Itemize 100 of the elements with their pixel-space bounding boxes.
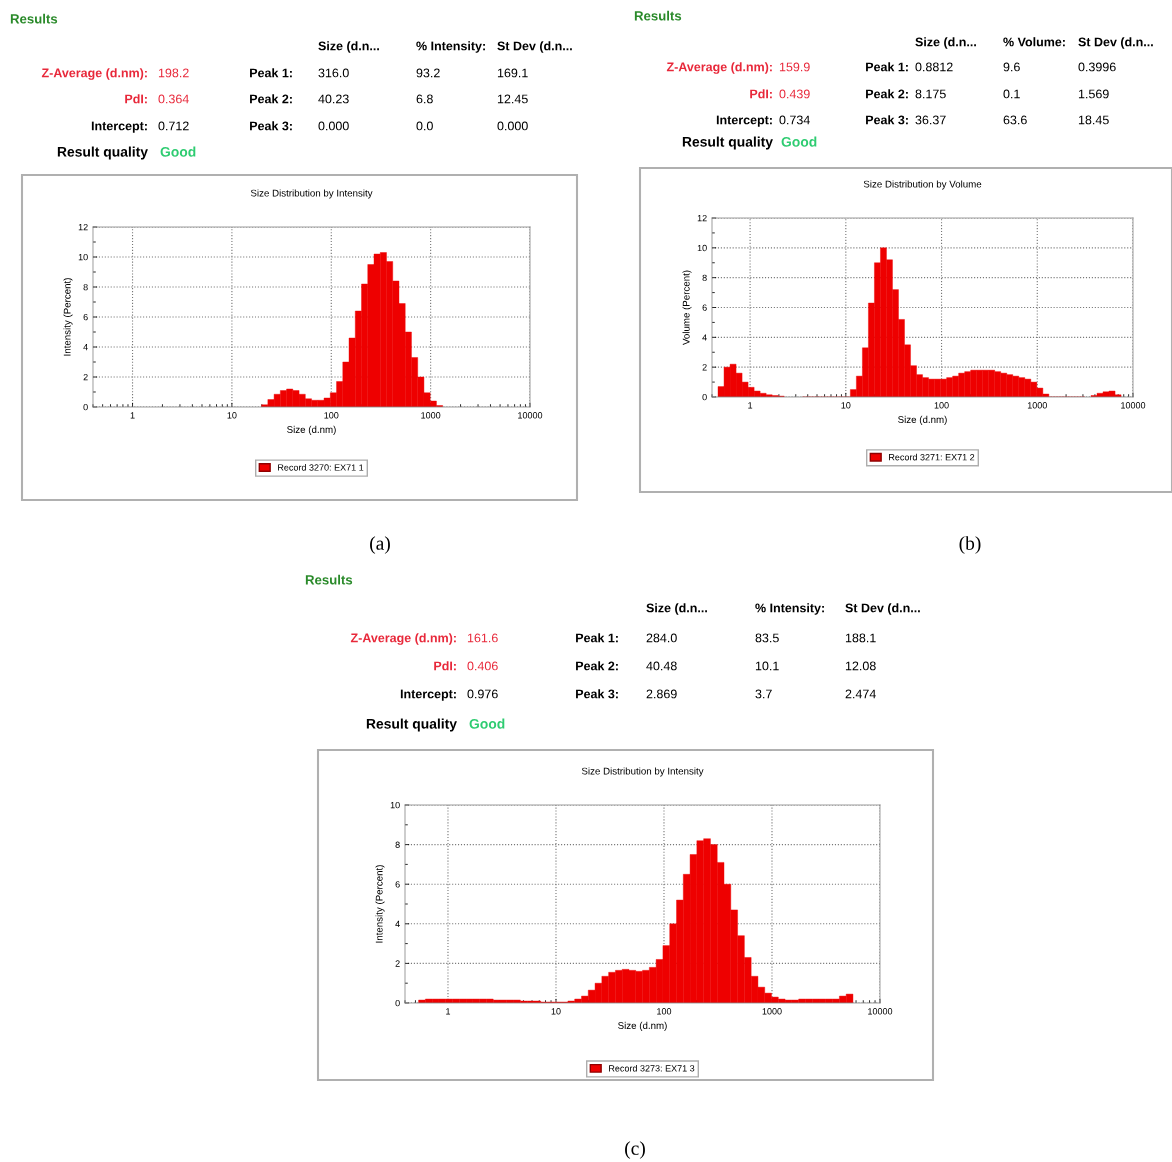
y-tick-label: 10 bbox=[78, 253, 88, 261]
text: 0.3996 bbox=[1078, 62, 1116, 72]
text: Good bbox=[160, 146, 196, 157]
text: 284.0 bbox=[646, 633, 677, 643]
y-tick-label: 10 bbox=[697, 244, 707, 252]
x-tick-label: 10000 bbox=[868, 1008, 893, 1015]
text: 18.45 bbox=[1078, 115, 1109, 125]
text: Size (d.n... bbox=[646, 603, 707, 615]
chart-title: Size Distribution by Intensity bbox=[581, 767, 704, 777]
text: 9.6 bbox=[1003, 62, 1020, 72]
x-tick-label: 100 bbox=[657, 1008, 672, 1015]
text: Intercept: bbox=[716, 115, 772, 127]
y-tick-label: 6 bbox=[702, 304, 707, 311]
chart-title: Size Distribution by Intensity bbox=[250, 189, 373, 199]
text: Intercept: bbox=[91, 121, 147, 133]
text: 10.1 bbox=[755, 661, 779, 671]
text: Intercept: bbox=[400, 689, 456, 701]
text: 63.6 bbox=[1003, 115, 1027, 125]
text: 0.734 bbox=[779, 115, 810, 125]
text: % Intensity: bbox=[755, 603, 824, 615]
text: Peak 1: bbox=[576, 633, 618, 643]
text: 169.1 bbox=[497, 68, 528, 78]
text: Z-Average (d.nm): bbox=[350, 633, 456, 645]
x-axis-title: Size (d.nm) bbox=[618, 1021, 667, 1031]
x-tick-label: 1 bbox=[748, 402, 753, 409]
y-axis-title: Intensity (Percent) bbox=[375, 865, 385, 943]
text: 0.712 bbox=[158, 121, 189, 131]
text: (b) bbox=[959, 536, 981, 554]
y-tick-label: 12 bbox=[697, 214, 707, 222]
text: Good bbox=[781, 136, 817, 147]
text: Size (d.n... bbox=[915, 37, 976, 49]
legend-label: Record 3271: EX71 2 bbox=[889, 453, 975, 461]
x-axis-title: Size (d.nm) bbox=[287, 425, 336, 435]
text: St Dev (d.n... bbox=[497, 41, 572, 53]
text: PdI: bbox=[125, 94, 147, 104]
text: 188.1 bbox=[845, 633, 876, 643]
x-tick-label: 10000 bbox=[1121, 402, 1146, 409]
y-axis-title: Volume (Percent) bbox=[682, 270, 692, 346]
text: PdI: bbox=[750, 89, 772, 99]
text: Results bbox=[634, 10, 682, 21]
y-tick-label: 6 bbox=[395, 881, 400, 888]
x-tick-label: 10 bbox=[551, 1008, 561, 1015]
text: 6.8 bbox=[416, 94, 433, 104]
legend-label: Record 3270: EX71 1 bbox=[278, 464, 364, 471]
text: 40.23 bbox=[318, 94, 349, 104]
x-tick-label: 1000 bbox=[762, 1008, 782, 1015]
y-tick-label: 6 bbox=[83, 313, 88, 321]
text: Peak 2: bbox=[576, 661, 618, 671]
text: St Dev (d.n... bbox=[1078, 37, 1153, 49]
text: 161.6 bbox=[467, 633, 498, 643]
y-tick-label: 4 bbox=[83, 344, 88, 351]
text: Peak 2: bbox=[866, 89, 908, 99]
text: 316.0 bbox=[318, 68, 349, 78]
text: Good bbox=[469, 718, 505, 729]
x-tick-label: 1000 bbox=[1027, 402, 1047, 409]
text: 8.175 bbox=[915, 89, 946, 99]
x-tick-label: 100 bbox=[934, 402, 949, 409]
text: Peak 1: bbox=[250, 68, 292, 78]
text: Peak 3: bbox=[576, 689, 618, 699]
text: St Dev (d.n... bbox=[845, 603, 920, 615]
y-tick-label: 8 bbox=[83, 283, 88, 291]
text: 2.474 bbox=[845, 689, 876, 699]
text: (a) bbox=[370, 536, 390, 554]
text: % Volume: bbox=[1003, 37, 1065, 47]
x-tick-label: 100 bbox=[324, 412, 339, 419]
y-tick-label: 2 bbox=[83, 373, 88, 381]
y-tick-label: 2 bbox=[395, 960, 400, 967]
text: 0.364 bbox=[158, 94, 189, 104]
x-tick-label: 1000 bbox=[421, 412, 441, 419]
text: Peak 1: bbox=[866, 62, 908, 72]
y-tick-label: 8 bbox=[702, 274, 707, 282]
text: % Intensity: bbox=[416, 41, 485, 53]
y-tick-label: 4 bbox=[395, 920, 400, 928]
text: 93.2 bbox=[416, 68, 440, 78]
text: PdI: bbox=[434, 661, 456, 671]
y-tick-label: 0 bbox=[702, 393, 707, 401]
text: 0.1 bbox=[1003, 89, 1020, 99]
text: 3.7 bbox=[755, 689, 772, 699]
x-tick-label: 1 bbox=[446, 1008, 451, 1015]
text: 0.000 bbox=[318, 121, 349, 131]
text: 83.5 bbox=[755, 633, 779, 643]
x-tick-label: 10 bbox=[227, 412, 237, 419]
text: (c) bbox=[625, 1141, 645, 1159]
y-tick-label: 8 bbox=[395, 841, 400, 848]
x-tick-label: 10000 bbox=[518, 412, 543, 419]
y-tick-label: 0 bbox=[83, 403, 88, 411]
text: 0.000 bbox=[497, 121, 528, 131]
text: Result quality bbox=[682, 136, 773, 150]
x-tick-label: 10 bbox=[841, 402, 851, 409]
y-tick-label: 12 bbox=[78, 223, 88, 231]
y-tick-label: 0 bbox=[395, 999, 400, 1007]
text: Peak 3: bbox=[250, 121, 292, 131]
text: 12.08 bbox=[845, 661, 876, 671]
text: Size (d.n... bbox=[318, 41, 379, 53]
text: 12.45 bbox=[497, 94, 528, 104]
text: 1.569 bbox=[1078, 89, 1109, 99]
text: Z-Average (d.nm): bbox=[666, 62, 772, 74]
text: 40.48 bbox=[646, 661, 677, 671]
text: 0.439 bbox=[779, 89, 810, 99]
text: 2.869 bbox=[646, 689, 677, 699]
